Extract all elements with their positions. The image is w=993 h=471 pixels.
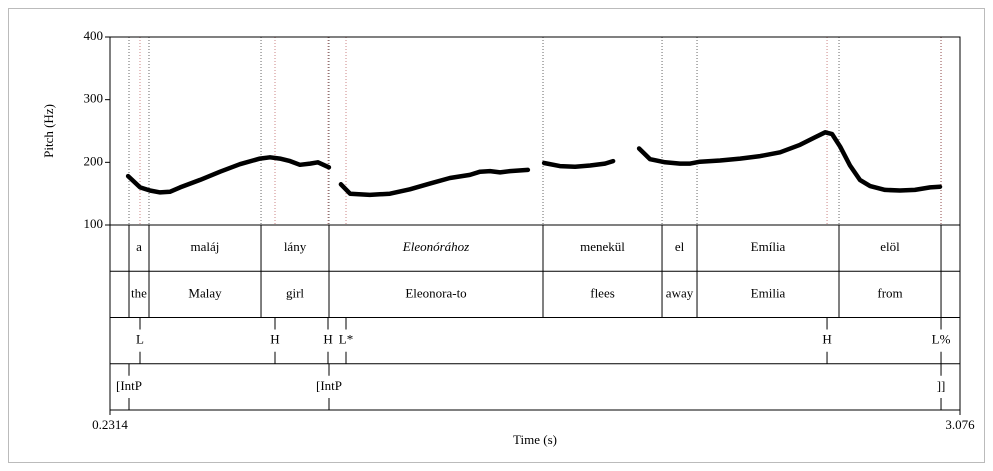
interval-label: menekül bbox=[580, 239, 625, 254]
pitch-contour bbox=[125, 130, 943, 198]
interval-label: a bbox=[136, 239, 142, 254]
interval-label: the bbox=[131, 285, 147, 300]
y-tick-label: 400 bbox=[84, 28, 104, 43]
interval-label: lány bbox=[284, 239, 307, 254]
interval-label: from bbox=[877, 285, 902, 300]
interval-label: away bbox=[666, 285, 694, 300]
point-label: [IntP bbox=[116, 378, 142, 393]
interval-label: Eleonora-to bbox=[405, 285, 466, 300]
interval-label: maláj bbox=[191, 239, 220, 254]
frame bbox=[8, 8, 985, 463]
x-tick-label: 0.2314 bbox=[92, 417, 128, 432]
x-tick-label: 3.076 bbox=[945, 417, 975, 432]
point-label: L% bbox=[932, 332, 951, 347]
interval-label: girl bbox=[286, 285, 304, 300]
interval-label: Emília bbox=[751, 239, 786, 254]
y-tick-label: 200 bbox=[84, 153, 104, 168]
point-label: ]] bbox=[937, 378, 946, 393]
point-label: H bbox=[270, 332, 279, 347]
point-label: L* bbox=[339, 332, 353, 347]
y-axis-label: Pitch (Hz) bbox=[41, 104, 56, 158]
x-axis-label: Time (s) bbox=[513, 432, 557, 447]
interval-label: el bbox=[675, 239, 685, 254]
interval-label: Eleonórához bbox=[402, 239, 469, 254]
interval-label: elöl bbox=[880, 239, 900, 254]
plot-box bbox=[109, 36, 961, 411]
point-label: H bbox=[323, 332, 332, 347]
point-label: H bbox=[822, 332, 831, 347]
point-label: [IntP bbox=[316, 378, 342, 393]
interval-label: Emilia bbox=[751, 285, 786, 300]
point-label: L bbox=[136, 332, 144, 347]
interval-label: Malay bbox=[188, 285, 222, 300]
interval-label: flees bbox=[590, 285, 615, 300]
y-tick-label: 300 bbox=[84, 91, 104, 106]
y-tick-label: 100 bbox=[84, 216, 104, 231]
